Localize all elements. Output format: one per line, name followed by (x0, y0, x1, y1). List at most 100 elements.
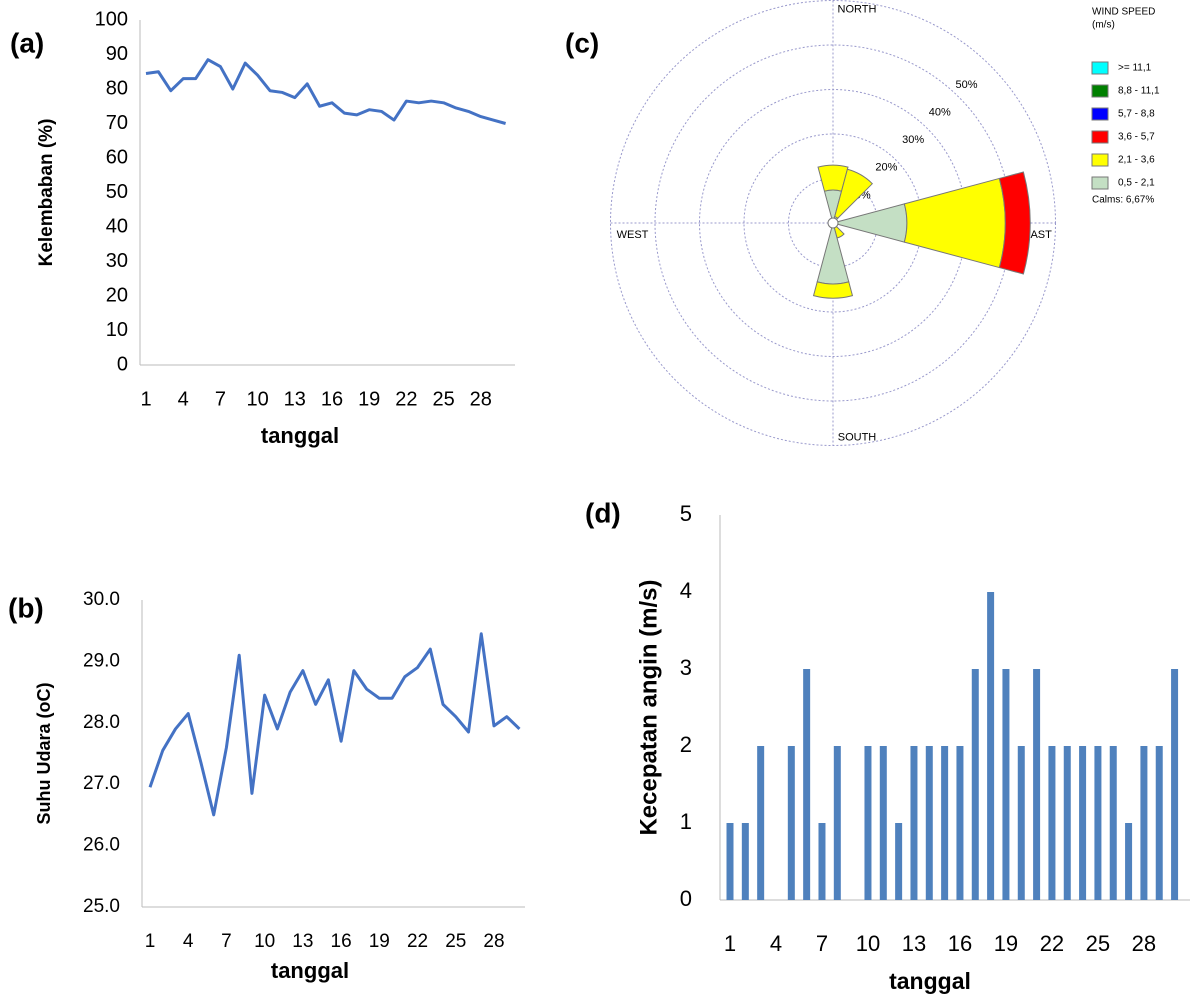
bar (833, 746, 841, 900)
bar (1155, 746, 1163, 900)
bar (1033, 669, 1041, 900)
legend-swatch (1091, 176, 1109, 190)
legend-label: >= 11,1 (1118, 63, 1152, 74)
x-tick-label: 4 (770, 931, 782, 956)
x-tick-label: 22 (395, 388, 417, 410)
bar (1171, 669, 1179, 900)
bar (1140, 746, 1148, 900)
y-tick-label: 0 (680, 886, 692, 911)
x-tick-label: 19 (369, 931, 390, 952)
x-tick-label: 13 (284, 388, 306, 410)
y-axis-label: Suhu Udara (oC) (34, 682, 54, 824)
bar (741, 823, 749, 900)
x-axis-label: tanggal (889, 968, 971, 994)
y-tick-label: 20 (106, 284, 128, 306)
x-tick-label: 4 (178, 388, 189, 410)
y-tick-label: 30.0 (83, 589, 120, 610)
panel-label: (a) (10, 27, 44, 58)
bar (1063, 746, 1071, 900)
ring-label: 30% (902, 134, 924, 146)
bar (726, 823, 734, 900)
rose-segment (834, 168, 874, 219)
x-tick-label: 10 (856, 931, 880, 956)
legend-label: 2,1 - 3,6 (1118, 155, 1155, 166)
x-tick-label: 16 (331, 931, 352, 952)
x-tick-label: 7 (215, 388, 226, 410)
rose-segment (903, 177, 1006, 269)
bar (803, 669, 811, 900)
x-tick-label: 28 (470, 388, 492, 410)
legend-swatch (1091, 130, 1109, 144)
x-tick-label: 19 (994, 931, 1018, 956)
y-tick-label: 50 (106, 181, 128, 203)
legend-swatch (1091, 61, 1109, 75)
y-tick-label: 60 (106, 146, 128, 168)
rose-segment (998, 171, 1031, 275)
panel-label: (c) (565, 27, 599, 58)
legend-label: 0,5 - 2,1 (1118, 178, 1155, 189)
panel-label: (d) (585, 497, 621, 528)
y-tick-label: 5 (680, 501, 692, 526)
bar (1125, 823, 1133, 900)
compass-label: NORTH (838, 3, 877, 15)
x-tick-label: 28 (483, 931, 504, 952)
x-tick-label: 16 (948, 931, 972, 956)
bar (864, 746, 872, 900)
rose-segment (812, 281, 854, 299)
x-tick-label: 1 (140, 388, 151, 410)
line (145, 58, 507, 125)
bar (925, 746, 933, 900)
y-tick-label: 26.0 (83, 835, 120, 856)
bar (1048, 746, 1056, 900)
x-tick-label: 10 (254, 931, 275, 952)
y-tick-label: 30 (106, 250, 128, 272)
ring (610, 0, 1056, 446)
legend-label: 8,8 - 11,1 (1118, 86, 1160, 97)
y-tick-label: 0 (117, 353, 128, 375)
x-tick-label: 4 (183, 931, 194, 952)
bar (956, 746, 964, 900)
y-tick-label: 10 (106, 319, 128, 341)
bar (941, 746, 949, 900)
rose-segment (816, 221, 850, 285)
bar (971, 669, 979, 900)
x-tick-label: 28 (1132, 931, 1156, 956)
compass-label: WEST (617, 229, 649, 241)
y-tick-label: 2 (680, 732, 692, 757)
bar (1079, 746, 1087, 900)
x-tick-label: 19 (358, 388, 380, 410)
y-tick-label: 70 (106, 112, 128, 134)
ring-label: 40% (929, 107, 951, 119)
y-tick-label: 28.0 (83, 712, 120, 733)
bar (879, 746, 887, 900)
x-tick-label: 25 (445, 931, 466, 952)
x-axis-label: tanggal (271, 958, 349, 983)
bar (987, 592, 995, 900)
x-tick-label: 13 (292, 931, 313, 952)
y-tick-label: 90 (106, 43, 128, 65)
legend-swatch (1091, 84, 1109, 98)
legend-swatch (1091, 107, 1109, 121)
y-tick-label: 80 (106, 77, 128, 99)
y-tick-label: 27.0 (83, 773, 120, 794)
y-tick-label: 100 (95, 8, 128, 30)
y-tick-label: 3 (680, 655, 692, 680)
x-tick-label: 7 (816, 931, 828, 956)
bar (1002, 669, 1010, 900)
x-tick-label: 22 (407, 931, 428, 952)
y-tick-label: 1 (680, 809, 692, 834)
x-tick-label: 7 (221, 931, 232, 952)
x-tick-label: 25 (432, 388, 454, 410)
x-tick-label: 16 (321, 388, 343, 410)
legend-unit: (m/s) (1092, 20, 1115, 31)
y-tick-label: 29.0 (83, 650, 120, 671)
panel-label: (b) (8, 592, 44, 623)
line (148, 632, 521, 817)
bar (910, 746, 918, 900)
x-tick-label: 22 (1040, 931, 1064, 956)
x-tick-label: 25 (1086, 931, 1110, 956)
y-axis-label: Kelembaban (%) (36, 119, 57, 267)
y-axis-label: Kecepatan angin (m/s) (635, 579, 662, 835)
